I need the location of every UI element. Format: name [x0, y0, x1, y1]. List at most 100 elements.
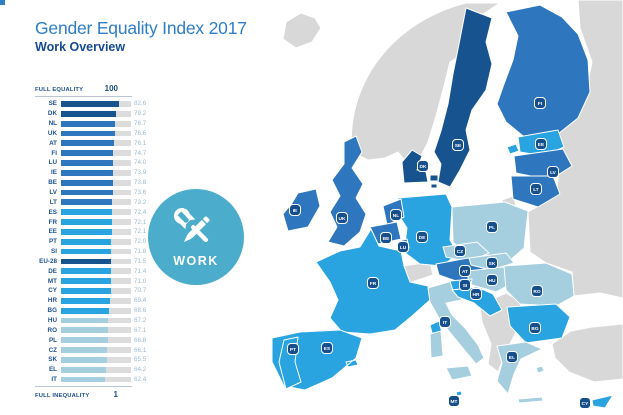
bar-row-pl: PL 66.8: [30, 335, 146, 345]
bar-row-mt: MT 71.0: [30, 276, 147, 286]
bar-value: 62.4: [134, 376, 147, 384]
bar-track: [61, 317, 131, 324]
map-badge-bg: BG: [529, 322, 541, 334]
country-iceland: [282, 12, 322, 49]
bar-track: [61, 120, 131, 127]
svg-text:DK: DK: [420, 164, 427, 170]
page-subtitle: Work Overview: [35, 40, 126, 54]
bar-track: [61, 150, 131, 157]
bar-track: [61, 327, 131, 334]
bar-row-ee: EE 72.1: [30, 227, 147, 237]
bar-row-de: DE 71.4: [30, 266, 146, 276]
bar-fill: [61, 337, 108, 344]
country-code-label: NL: [48, 120, 57, 128]
map-badge-ro: RO: [531, 285, 543, 297]
bar-value: 73.6: [134, 189, 147, 197]
country-sicily: [445, 365, 473, 381]
svg-text:PT: PT: [290, 347, 296, 353]
map-badge-fr: FR: [367, 277, 379, 289]
svg-text:UK: UK: [339, 216, 346, 222]
map-badge-lv: LV: [547, 166, 559, 178]
bar-track: [61, 110, 131, 117]
country-turkey: [551, 323, 623, 383]
country-code-label: DE: [48, 267, 57, 275]
bar-row-ie: IE 73.9: [30, 168, 146, 178]
country-code-label: FI: [51, 149, 57, 157]
bar-fill: [61, 327, 108, 334]
bar-row-cy: CY 70.7: [30, 286, 147, 296]
bar-track: [61, 130, 131, 137]
map-badge-lu: LU: [397, 241, 409, 253]
bar-track: [61, 297, 131, 304]
bar-fill: [61, 228, 112, 235]
bar-row-si: SI 71.8: [30, 247, 146, 257]
svg-text:FI: FI: [538, 101, 543, 107]
country-code-label: HR: [47, 297, 57, 305]
bar-row-fr: FR 72.1: [30, 217, 147, 227]
bar-track: [61, 179, 131, 186]
map-badge-lt: LT: [530, 183, 542, 195]
bar-row-eu-28: EU-28 71.5: [30, 257, 146, 267]
bar-fill: [61, 219, 112, 225]
svg-text:AT: AT: [462, 269, 468, 275]
bar-row-cz: CZ 66.1: [30, 345, 147, 355]
map-badge-at: AT: [459, 265, 471, 277]
bar-row-pt: PT 72.0: [30, 237, 147, 247]
bar-row-lv: LV 73.6: [30, 188, 147, 198]
country-code-label: UK: [47, 129, 57, 137]
bar-fill: [61, 288, 111, 294]
scale-top: FULL EQUALITY 100: [35, 84, 132, 97]
bar-value: 72.1: [134, 228, 147, 236]
country-code-label: AT: [49, 139, 57, 147]
bar-track: [61, 366, 131, 373]
bar-track: [61, 248, 131, 255]
work-domain-circle: WORK: [148, 189, 244, 285]
bar-track: [61, 209, 131, 216]
map-badge-se: SE: [452, 139, 464, 151]
bar-value: 70.7: [134, 287, 147, 295]
bar-fill: [61, 376, 105, 383]
country-code-label: BG: [47, 307, 57, 315]
svg-text:CY: CY: [582, 401, 589, 407]
bar-value: 64.2: [134, 366, 147, 374]
bar-value: 74.7: [134, 149, 147, 157]
country-code-label: CY: [48, 287, 57, 295]
bar-fill: [61, 238, 112, 245]
svg-text:PL: PL: [489, 225, 495, 231]
svg-text:LU: LU: [400, 245, 407, 251]
bar-value: 73.8: [134, 179, 147, 187]
bar-track: [61, 169, 131, 176]
bar-value: 72.4: [134, 208, 147, 216]
country-code-label: PT: [48, 238, 57, 246]
svg-text:FR: FR: [370, 281, 377, 287]
map-badge-mt: MT: [448, 395, 460, 407]
svg-text:SE: SE: [455, 143, 462, 149]
bar-track: [61, 228, 131, 235]
country-code-label: PL: [48, 336, 57, 344]
map-badge-si: SI: [459, 279, 471, 291]
bar-value: 72.0: [134, 238, 147, 246]
bar-track: [61, 376, 131, 383]
bar-row-es: ES 72.4: [30, 207, 147, 217]
map-badge-hu: HU: [486, 274, 498, 286]
bar-track: [61, 189, 131, 196]
bar-rows: SE 82.6 DK 79.2 NL 76.7 UK 76.6 AT 76.1 FI 74.7 LU 74…: [30, 99, 147, 385]
bar-value: 71.0: [134, 277, 147, 285]
bar-value: 69.4: [134, 297, 147, 305]
svg-text:IE: IE: [293, 208, 298, 214]
bar-value: 82.6: [134, 100, 147, 108]
svg-text:MT: MT: [451, 399, 458, 405]
bar-track: [61, 219, 131, 225]
bar-track: [61, 199, 131, 206]
bar-row-it: IT 62.4: [30, 375, 147, 385]
svg-text:BE: BE: [383, 236, 390, 242]
full-equality-value: 100: [104, 84, 118, 93]
bar-fill: [61, 297, 110, 304]
bar-value: 67.2: [134, 316, 147, 324]
bar-value: 73.2: [134, 198, 147, 206]
bar-row-hu: HU 67.2: [30, 316, 147, 326]
map-badge-pt: PT: [287, 343, 299, 355]
map-badge-cz: CZ: [454, 245, 466, 257]
country-code-label: MT: [47, 277, 57, 285]
